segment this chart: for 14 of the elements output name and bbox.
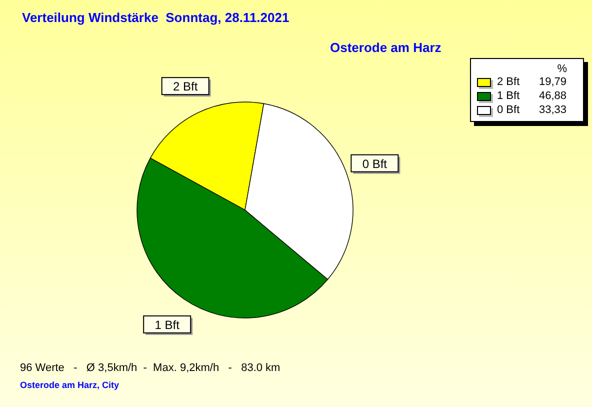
slice-label: 1 Bft bbox=[154, 318, 180, 332]
data-label: 33,33 bbox=[539, 104, 567, 116]
legend-label: 0 Bft bbox=[497, 104, 521, 116]
chart-title: Verteilung Windstärke Sonntag, 28.11.2021 bbox=[22, 10, 290, 25]
legend-label: 1 Bft bbox=[497, 90, 521, 102]
text: Osterode am Harz, City bbox=[20, 380, 120, 390]
legend-label: 2 Bft bbox=[497, 76, 521, 88]
text: 96 Werte - Ø 3,5km/h - Max. 9,2km/h - 83.0 km bbox=[20, 362, 280, 374]
slice-label: 2 Bft bbox=[172, 80, 198, 94]
data-label: 46,88 bbox=[539, 90, 567, 102]
slice-label: 0 Bft bbox=[362, 156, 388, 171]
data-label: 19,79 bbox=[539, 76, 567, 88]
legend-title: % bbox=[556, 63, 568, 75]
chart-subtitle: Osterode am Harz bbox=[330, 40, 442, 55]
